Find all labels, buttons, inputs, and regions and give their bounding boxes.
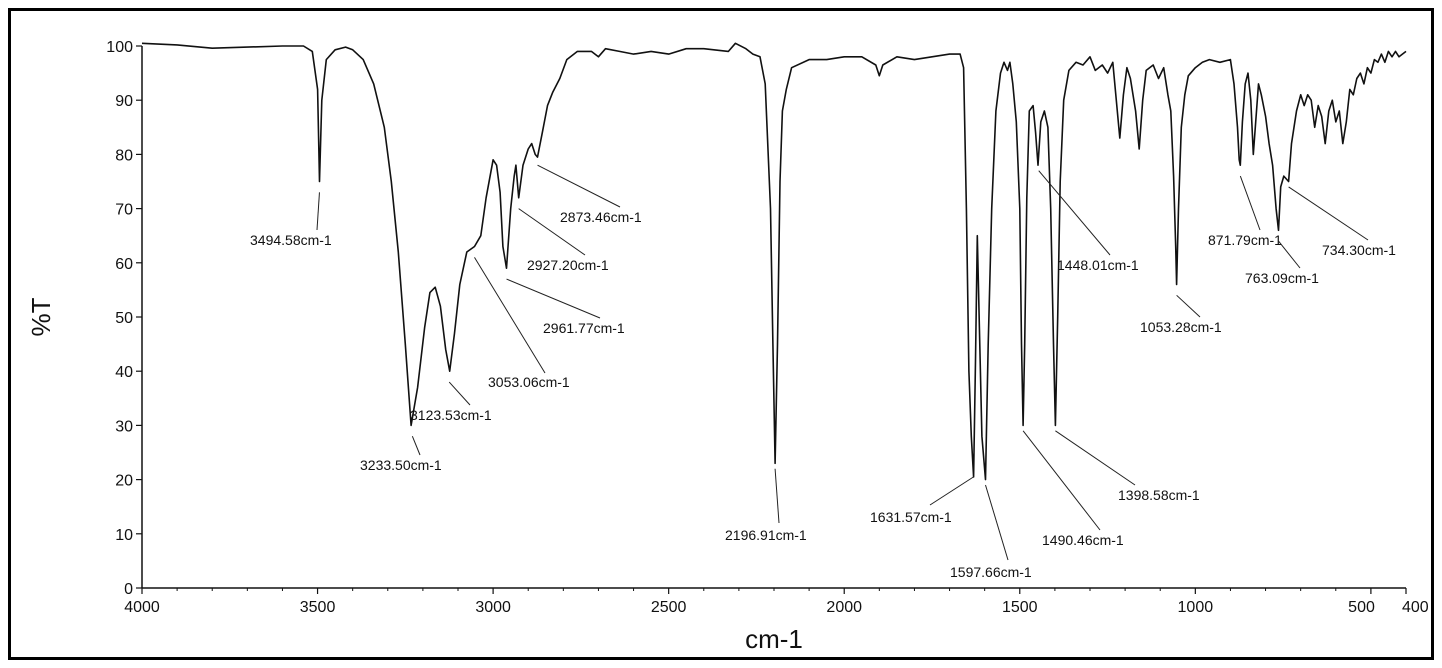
peak-label: 1448.01cm-1	[1057, 257, 1139, 273]
peak-leader-line	[1278, 240, 1301, 269]
x-tick-label: 1000	[1178, 599, 1214, 616]
x-tick-label: 500	[1348, 599, 1375, 616]
x-tick-label: 3000	[475, 599, 511, 616]
peak-leader-line	[448, 381, 471, 406]
y-tick-label: 100	[106, 39, 133, 56]
peak-label: 3123.53cm-1	[410, 407, 492, 423]
peak-leader-line	[1288, 186, 1369, 241]
y-tick-label: 20	[115, 473, 133, 490]
y-tick-label: 70	[115, 202, 133, 219]
x-tick-label: 1500	[1002, 599, 1038, 616]
x-tick-label: 2000	[826, 599, 862, 616]
y-axis-ticks: 0 10 20 30 40 50 60 70 80 90 100	[106, 39, 142, 598]
peak-label: 1053.28cm-1	[1140, 319, 1222, 335]
peak-leader-line	[1022, 430, 1101, 531]
x-tick-label: 2500	[651, 599, 687, 616]
peak-label: 1398.58cm-1	[1118, 487, 1200, 503]
y-tick-label: 40	[115, 364, 133, 381]
x-tick-label: 400	[1402, 599, 1429, 616]
y-axis-label: %T	[26, 297, 56, 336]
y-tick-label: 60	[115, 256, 133, 273]
peak-label: 2961.77cm-1	[543, 320, 625, 336]
x-tick-label: 3500	[300, 599, 336, 616]
peak-label: 1597.66cm-1	[950, 564, 1032, 580]
peak-leader-line	[1239, 175, 1261, 231]
peak-leader-line	[316, 192, 320, 231]
y-tick-label: 80	[115, 147, 133, 164]
peak-leader-line	[506, 278, 601, 319]
peak-label: 3494.58cm-1	[250, 232, 332, 248]
y-tick-label: 10	[115, 527, 133, 544]
peak-leader-line	[474, 257, 546, 374]
spectrum-line	[141, 42, 1407, 481]
y-tick-label: 30	[115, 418, 133, 435]
chart-frame	[8, 8, 1434, 660]
peak-label: 3233.50cm-1	[360, 457, 442, 473]
y-tick-label: 90	[115, 93, 133, 110]
x-axis-label: cm-1	[745, 624, 803, 654]
peak-leader-line	[985, 484, 1009, 561]
peak-leader-line	[411, 436, 421, 456]
peak-label: 871.79cm-1	[1208, 232, 1282, 248]
peak-label: 734.30cm-1	[1322, 242, 1396, 258]
peak-annotations: 3494.58cm-1 3233.50cm-1 3123.53cm-1 3053.06…	[250, 164, 1396, 580]
peak-leader-line	[929, 476, 974, 506]
axes	[141, 46, 1406, 589]
peak-leader-line	[518, 208, 586, 256]
peak-label: 1490.46cm-1	[1042, 532, 1124, 548]
y-tick-label: 50	[115, 310, 133, 327]
peak-label: 3053.06cm-1	[488, 374, 570, 390]
peak-leader-line	[537, 164, 621, 208]
peak-label: 2873.46cm-1	[560, 209, 642, 225]
y-tick-label: 0	[124, 581, 133, 598]
peak-label: 763.09cm-1	[1245, 270, 1319, 286]
x-tick-label: 4000	[124, 599, 160, 616]
peak-leader-line	[1038, 170, 1111, 256]
peak-leader-line	[774, 468, 780, 524]
peak-label: 1631.57cm-1	[870, 509, 952, 525]
spectrum-series	[141, 42, 1407, 481]
peak-leader-line	[1176, 294, 1201, 318]
peak-label: 2927.20cm-1	[527, 257, 609, 273]
peak-leader-line	[1055, 430, 1136, 486]
peak-label: 2196.91cm-1	[725, 527, 807, 543]
x-axis-ticks: 4000 3500 3000 2500 2000 1500 1000 500 400	[124, 588, 1429, 616]
